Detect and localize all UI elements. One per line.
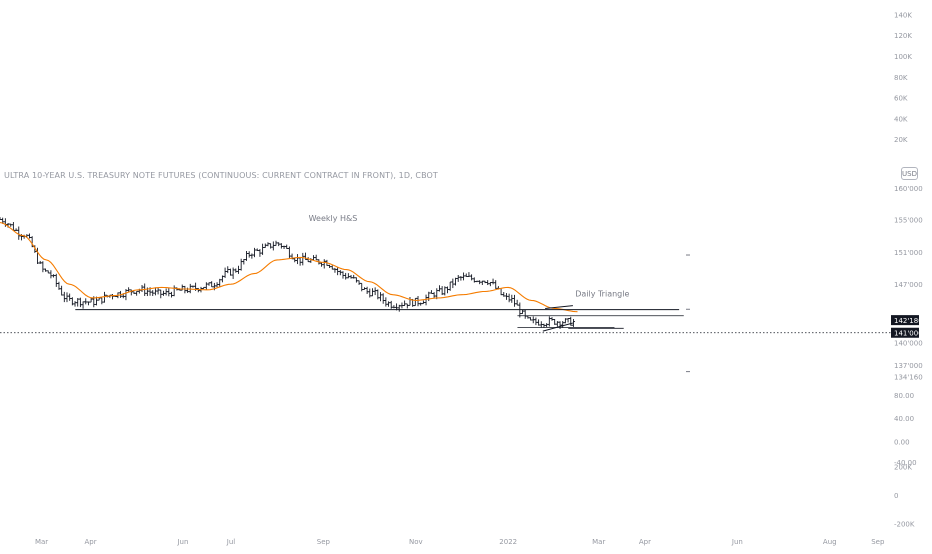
x-tick-label: Mar: [592, 538, 605, 546]
oscillator-tick-label-partial: -40.00: [894, 459, 917, 467]
ohlc-bars: [0, 217, 576, 329]
annotation-weekly-hs: Weekly H&S: [309, 214, 358, 223]
current-price-label: 142'180: [894, 317, 923, 325]
volume-tick-label: 40K: [894, 115, 908, 123]
oscillator-tick-label: 0.00: [894, 438, 910, 446]
volume-tick-label: 80K: [894, 74, 908, 82]
triangle-upper-line: [545, 305, 573, 309]
x-tick-label: Mar: [35, 538, 48, 546]
x-tick-label: Apr: [84, 538, 96, 546]
x-tick-label: Jun: [176, 538, 188, 546]
volume-tick-label: 60K: [894, 95, 908, 103]
x-tick-label: Sep: [871, 538, 885, 546]
volume-tick-label: 100K: [894, 53, 912, 61]
x-tick-label: Apr: [639, 538, 651, 546]
x-tick-label: Sep: [317, 538, 331, 546]
moving-average-line: [0, 222, 578, 313]
price-tick-label: 151'000: [894, 249, 923, 257]
x-tick-label: Jun: [731, 538, 743, 546]
x-tick-label: Nov: [409, 538, 423, 546]
current-price-box: [891, 327, 919, 338]
oscillator-tick-label: 80.00: [894, 392, 914, 400]
price-tick-label-partial: 134'160: [894, 373, 923, 381]
current-price-box: [891, 315, 919, 326]
x-tick-label: 2022: [499, 538, 517, 546]
x-tick-label: Jul: [226, 538, 236, 546]
price-tick-label: 137'000: [894, 362, 923, 370]
triangle-lower-line: [542, 322, 574, 332]
price-tick-label: 140'000: [894, 339, 923, 347]
oscillator-tick-label: 40.00: [894, 415, 914, 423]
price-tick-label: 147'000: [894, 281, 923, 289]
lower-tick-label: -200K: [894, 521, 915, 529]
volume-tick-label: 20K: [894, 136, 908, 144]
volume-tick-label: 140K: [894, 11, 912, 19]
current-price-label: 141'000: [894, 330, 923, 338]
currency-button[interactable]: USD: [901, 167, 918, 180]
lower-tick-label: 200K: [894, 463, 912, 471]
annotation-daily-triangle: Daily Triangle: [575, 289, 629, 298]
lower-tick-label: 0: [894, 492, 898, 500]
price-tick-label: 155'000: [894, 216, 923, 224]
x-tick-label: Aug: [823, 538, 837, 546]
chart-title: ULTRA 10-YEAR U.S. TREASURY NOTE FUTURES…: [4, 171, 438, 180]
price-tick-label-partial: 160'000: [894, 185, 923, 193]
volume-tick-label: 120K: [894, 32, 912, 40]
